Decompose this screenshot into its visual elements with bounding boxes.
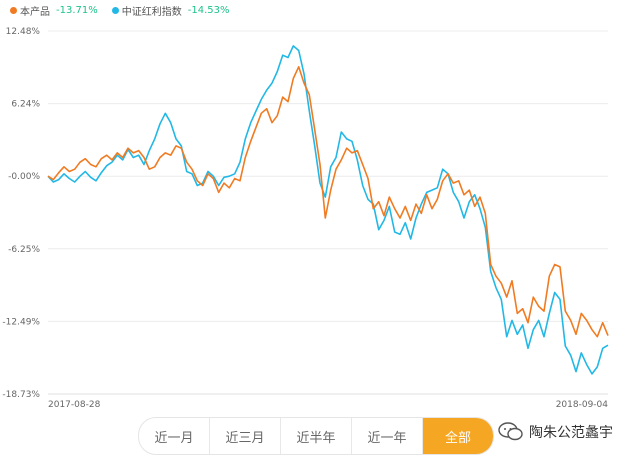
x-axis: 2017-08-28 2018-09-04 (48, 393, 609, 410)
tab-1-month[interactable]: 近一月 (139, 418, 210, 454)
time-range-tabs: 近一月 近三月 近半年 近一年 全部 (138, 417, 494, 455)
legend-item-product[interactable]: 本产品 -13.71% (10, 3, 98, 18)
legend-dot-product (10, 6, 17, 14)
watermark-text: 陶朱公范蠡宇 (529, 425, 613, 441)
x-tick-end: 2018-09-04 (556, 400, 609, 410)
legend-label-product: 本产品 (20, 6, 50, 18)
y-tick-label: -18.73% (2, 390, 40, 400)
y-tick-label: -6.25% (8, 245, 40, 255)
y-tick-label: 6.24% (11, 100, 40, 110)
series-line-0 (47, 66, 609, 338)
chart-grid (48, 30, 608, 322)
y-axis: 12.48% 6.24% -0.00% -6.25% -12.49% -18.73% (2, 27, 40, 400)
legend-value-index: -14.53% (187, 4, 230, 16)
legend-label-index: 中证红利指数 (121, 6, 182, 18)
chart-legend: 本产品 -13.71% 中证红利指数 -14.53% (10, 2, 230, 18)
tab-3-months[interactable]: 近三月 (210, 418, 281, 454)
tab-6-months[interactable]: 近半年 (281, 418, 352, 454)
legend-value-product: -13.71% (56, 4, 98, 16)
wechat-icon (498, 422, 523, 441)
tab-1-year[interactable]: 近一年 (352, 418, 423, 454)
y-tick-label: -12.49% (2, 317, 40, 327)
watermark: 陶朱公范蠡宇 (498, 418, 613, 446)
series-line-1 (47, 45, 609, 375)
x-tick-start: 2017-08-28 (48, 400, 101, 410)
legend-dot-index (111, 6, 119, 14)
legend-item-index[interactable]: 中证红利指数 -14.53% (111, 3, 230, 18)
chart-series (47, 45, 609, 375)
tab-all[interactable]: 全部 (423, 418, 493, 454)
y-tick-label: -0.00% (8, 172, 40, 182)
y-tick-label: 12.48% (6, 27, 41, 37)
